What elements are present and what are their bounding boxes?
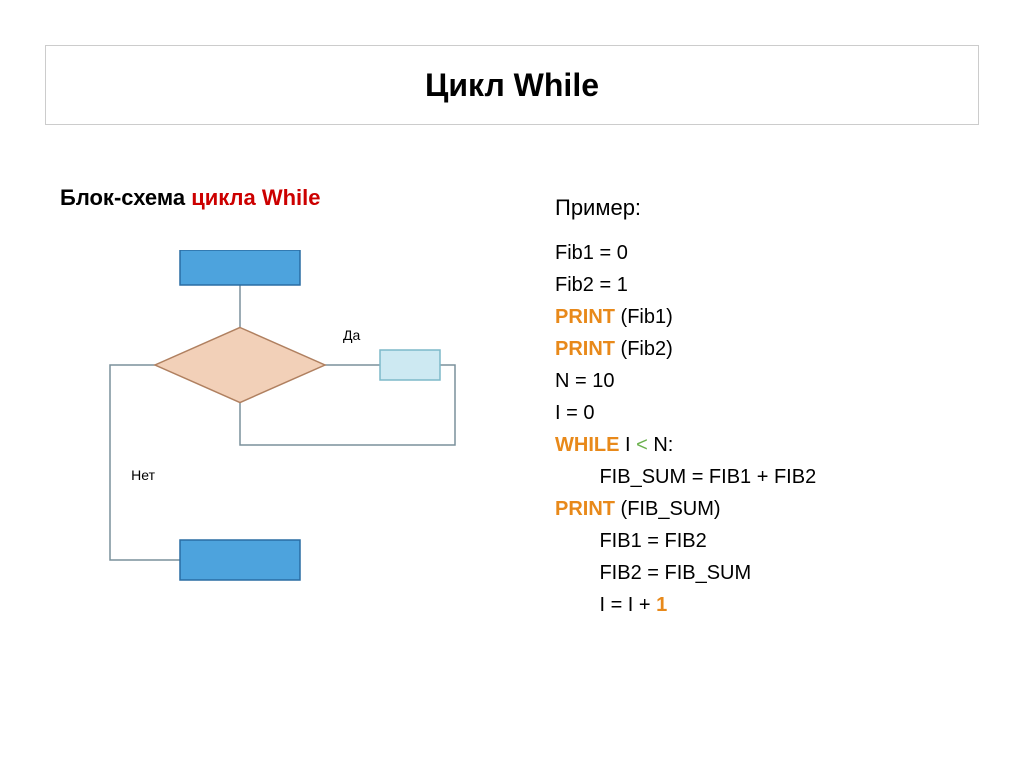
code-example: Пример: Fib1 = 0Fib2 = 1PRINT (Fib1)PRIN… (555, 190, 816, 621)
svg-text:Да: Да (343, 327, 360, 343)
code-label: Пример: (555, 190, 816, 225)
flowchart-diagram: Да Нет (85, 250, 465, 610)
code-line: FIB_SUM = FIB1 + FIB2 (555, 461, 816, 493)
code-line: FIB2 = FIB_SUM (555, 557, 816, 589)
code-line: FIB1 = FIB2 (555, 525, 816, 557)
code-line: PRINT (Fib1) (555, 301, 816, 333)
code-lines: Fib1 = 0Fib2 = 1PRINT (Fib1)PRINT (Fib2)… (555, 237, 816, 621)
code-line: PRINT (FIB_SUM) (555, 493, 816, 525)
code-line: I = 0 (555, 397, 816, 429)
svg-text:Нет: Нет (131, 467, 155, 483)
page-title: Цикл While (425, 67, 599, 104)
code-line: N = 10 (555, 365, 816, 397)
subtitle: Блок-схема цикла While (60, 185, 321, 211)
title-bar: Цикл While (45, 45, 979, 125)
code-line: PRINT (Fib2) (555, 333, 816, 365)
code-line: Fib2 = 1 (555, 269, 816, 301)
subtitle-black: Блок-схема (60, 185, 191, 210)
code-line: WHILE I < N: (555, 429, 816, 461)
code-line: I = I + 1 (555, 589, 816, 621)
subtitle-red: цикла While (191, 185, 320, 210)
code-line: Fib1 = 0 (555, 237, 816, 269)
